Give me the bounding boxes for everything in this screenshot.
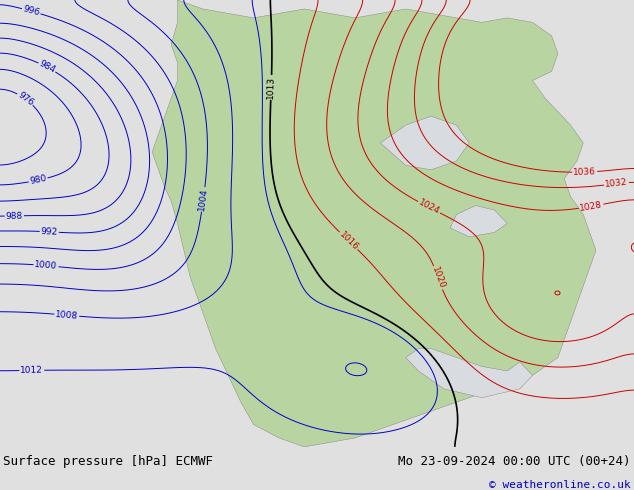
Text: 1012: 1012 [20,366,43,375]
Text: 1032: 1032 [605,178,628,189]
Text: Surface pressure [hPa] ECMWF: Surface pressure [hPa] ECMWF [3,456,213,468]
Polygon shape [406,348,533,398]
Text: 984: 984 [37,59,56,75]
Polygon shape [152,0,596,447]
Text: 980: 980 [29,174,48,186]
Text: 1016: 1016 [337,230,360,252]
Polygon shape [450,206,507,237]
Polygon shape [380,116,469,170]
Text: © weatheronline.co.uk: © weatheronline.co.uk [489,480,631,490]
Text: 1013: 1013 [266,76,276,99]
Text: 1024: 1024 [417,198,441,217]
Text: 1036: 1036 [573,167,597,177]
Text: 992: 992 [41,227,58,237]
Text: 976: 976 [16,90,35,108]
Text: 1020: 1020 [430,266,446,290]
Text: 996: 996 [22,4,41,18]
Text: 1028: 1028 [579,200,603,213]
Text: 1008: 1008 [55,310,79,320]
Text: Mo 23-09-2024 00:00 UTC (00+24): Mo 23-09-2024 00:00 UTC (00+24) [398,456,631,468]
Text: 988: 988 [6,211,23,220]
Text: 1000: 1000 [34,260,58,271]
Text: 1004: 1004 [197,187,209,211]
